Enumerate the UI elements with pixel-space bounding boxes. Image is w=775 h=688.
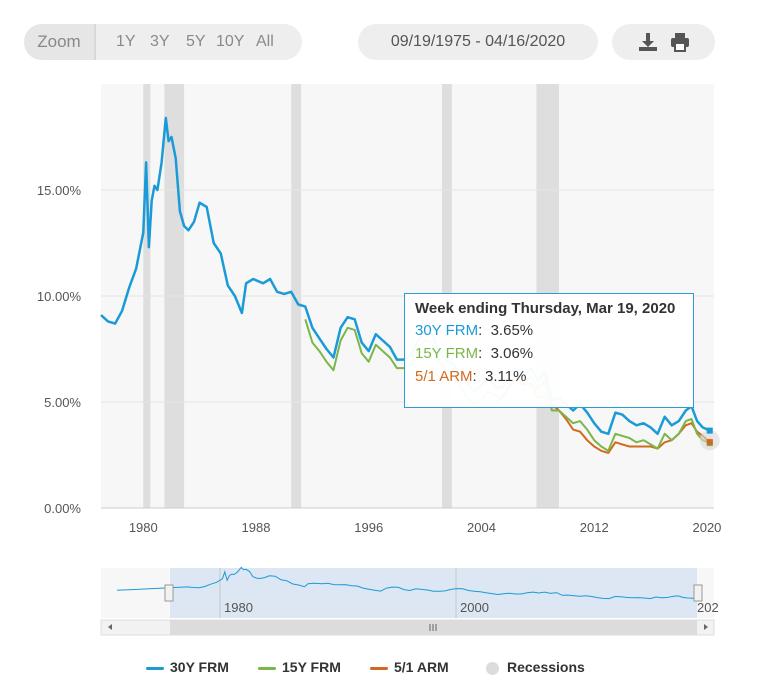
zoom-10y-button[interactable]: 10Y bbox=[216, 33, 245, 50]
scroll-left-icon[interactable] bbox=[108, 624, 112, 630]
y-axis-ticks: 0.00% 5.00% 10.00% 15.00% bbox=[37, 183, 82, 516]
navigator-left-handle[interactable] bbox=[164, 584, 174, 602]
navigator-label-2000: 2000 bbox=[460, 600, 489, 615]
series-line-30y-frm bbox=[100, 116, 711, 436]
navigator-line bbox=[116, 566, 694, 600]
legend-label-recessions: Recessions bbox=[507, 659, 585, 675]
legend-item-arm[interactable]: 5/1 ARM bbox=[370, 656, 449, 678]
tooltip-row-30y: 30Y FRM: 3.65% bbox=[415, 322, 534, 339]
x-tick-label: 2004 bbox=[467, 520, 496, 535]
x-axis-ticks: 1980 1988 1996 2004 2012 2020 bbox=[101, 507, 721, 535]
y-tick-label: 15.00% bbox=[37, 183, 82, 198]
hover-markers bbox=[699, 427, 720, 451]
y-tick-label: 10.00% bbox=[37, 289, 82, 304]
scrollbar bbox=[100, 619, 715, 636]
date-range-text: 09/19/1975 - 04/16/2020 bbox=[390, 33, 566, 50]
download-icon[interactable] bbox=[636, 30, 660, 54]
hover-marker bbox=[706, 427, 713, 434]
x-tick-label: 2020 bbox=[692, 520, 721, 535]
tooltip-row-arm: 5/1 ARM: 3.11% bbox=[415, 368, 527, 385]
tooltip-value-arm: 3.11% bbox=[485, 368, 527, 385]
tooltip-label-arm: 5/1 ARM bbox=[415, 368, 473, 385]
legend: 30Y FRM 15Y FRM 5/1 ARM Recessions bbox=[146, 656, 616, 678]
zoom-bar: Zoom 1Y 3Y 5Y 10Y All bbox=[24, 24, 302, 60]
y-tick-label: 0.00% bbox=[44, 501, 81, 516]
zoom-5y-button[interactable]: 5Y bbox=[186, 33, 206, 50]
navigator: 1980 2000 202 bbox=[101, 566, 719, 618]
print-icon[interactable] bbox=[668, 30, 692, 54]
navigator-right-handle[interactable] bbox=[693, 584, 703, 602]
tooltip-label-30y: 30Y FRM bbox=[415, 322, 479, 339]
zoom-label: Zoom bbox=[24, 24, 96, 60]
legend-swatch-15y bbox=[258, 666, 276, 670]
tooltip-value-15y: 3.06% bbox=[490, 345, 534, 362]
x-tick-label: 1996 bbox=[354, 520, 383, 535]
tooltip-value-30y: 3.65% bbox=[490, 322, 534, 339]
zoom-all-button[interactable]: All bbox=[256, 33, 274, 50]
x-tick-label: 1980 bbox=[129, 520, 158, 535]
legend-item-30y[interactable]: 30Y FRM bbox=[146, 656, 229, 678]
tooltip-title: Week ending Thursday, Mar 19, 2020 bbox=[415, 300, 676, 317]
zoom-3y-button[interactable]: 3Y bbox=[150, 33, 170, 50]
legend-swatch-arm bbox=[370, 666, 388, 670]
scroll-right-icon[interactable] bbox=[704, 624, 708, 630]
legend-swatch-30y bbox=[146, 666, 164, 670]
zoom-1y-button[interactable]: 1Y bbox=[116, 33, 136, 50]
hover-marker bbox=[706, 439, 713, 446]
navigator-label-1980: 1980 bbox=[224, 600, 253, 615]
x-tick-label: 1988 bbox=[242, 520, 271, 535]
legend-label-arm: 5/1 ARM bbox=[394, 659, 449, 675]
navigator-label-2020: 202 bbox=[697, 600, 719, 615]
legend-dot-recessions bbox=[486, 661, 499, 675]
tooltip-label-15y: 15Y FRM bbox=[415, 345, 479, 362]
legend-label-30y: 30Y FRM bbox=[170, 659, 229, 675]
tooltip: Week ending Thursday, Mar 19, 2020 30Y F… bbox=[404, 293, 694, 408]
export-toolbar bbox=[612, 24, 715, 60]
navigator-selection[interactable] bbox=[170, 568, 697, 618]
legend-label-15y: 15Y FRM bbox=[282, 659, 341, 675]
x-tick-label: 2012 bbox=[580, 520, 609, 535]
tooltip-row-15y: 15Y FRM: 3.06% bbox=[415, 345, 534, 362]
date-range-picker[interactable]: 09/19/1975 - 04/16/2020 bbox=[358, 24, 598, 60]
legend-item-recessions[interactable]: Recessions bbox=[486, 656, 585, 678]
y-tick-label: 5.00% bbox=[44, 395, 81, 410]
scrollbar-grip-icon bbox=[429, 624, 437, 631]
legend-item-15y[interactable]: 15Y FRM bbox=[258, 656, 341, 678]
